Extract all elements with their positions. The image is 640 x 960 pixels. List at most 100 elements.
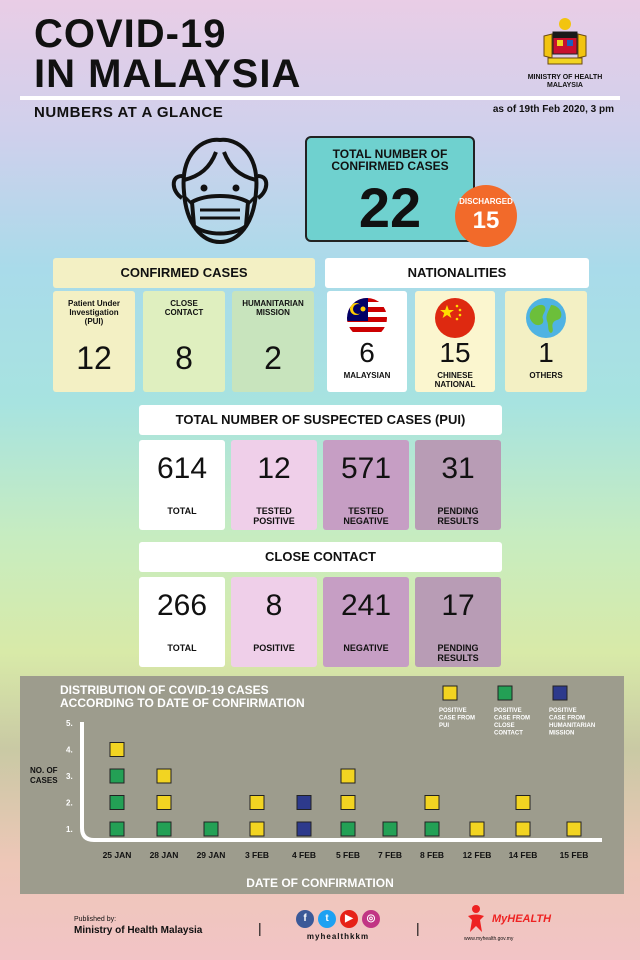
- case-marker-pui: [424, 795, 440, 810]
- case-marker-pui: [109, 742, 125, 757]
- facebook-icon[interactable]: f: [296, 910, 314, 928]
- case-marker-pui: [469, 821, 485, 837]
- contact-negative-label: NEGATIVE: [343, 643, 389, 653]
- legend-label: CASE FROM: [494, 716, 530, 722]
- contact-negative-card: 241 NEGATIVE: [323, 577, 409, 667]
- suspected-pending-label-2: RESULTS: [437, 516, 479, 526]
- ministry-label-1: MINISTRY OF HEALTH: [527, 74, 603, 81]
- footer-separator-2: |: [416, 920, 420, 936]
- contact-positive-card: 8 POSITIVE: [231, 577, 317, 667]
- instagram-icon[interactable]: ◎: [362, 910, 380, 928]
- myhealth-url: www.myhealth.gov.my: [464, 936, 514, 942]
- case-marker-close-contact: [424, 821, 440, 837]
- myhealth-brand: MyHEALTH: [492, 913, 552, 925]
- contact-total-card: 266 TOTAL: [139, 577, 225, 667]
- humanitarian-label: HUMANITARIAN MISSION: [242, 299, 304, 317]
- header-divider: [20, 96, 620, 100]
- case-marker-close-contact: [156, 821, 172, 837]
- others-card: 1 OTHERS: [505, 291, 587, 392]
- humanitarian-value: 2: [264, 340, 282, 376]
- discharged-label: DISCHARGED: [459, 197, 513, 206]
- contact-pending-label-1: PENDING: [437, 643, 479, 653]
- case-marker-close-contact: [109, 795, 125, 810]
- close-contact-label: CLOSE CONTACT: [164, 299, 204, 317]
- case-marker-close-contact: [340, 821, 356, 837]
- ministry-label-2: MALAYSIA: [547, 82, 583, 89]
- case-marker-pui: [249, 795, 265, 810]
- twitter-icon[interactable]: t: [318, 910, 336, 928]
- case-marker-close-contact: [109, 768, 125, 784]
- total-confirmed-label-1: TOTAL NUMBER OF: [332, 147, 448, 161]
- chart-axis-line: [80, 722, 602, 842]
- case-marker-close-contact: [109, 821, 125, 837]
- x-tick-label: 7 FEB: [378, 850, 402, 860]
- case-marker-pui: [156, 795, 172, 810]
- x-tick-label: 25 JAN: [103, 850, 132, 860]
- y-tick-label: 1.: [66, 825, 73, 834]
- legend-label: MISSION: [549, 731, 574, 737]
- contact-total-label: TOTAL: [167, 643, 197, 653]
- x-tick-label: 14 FEB: [509, 850, 538, 860]
- legend-swatch: [497, 685, 513, 701]
- publisher-name: Ministry of Health Malaysia: [74, 925, 203, 936]
- chinese-label-1: CHINESE: [437, 371, 473, 380]
- suspected-negative-value: 571: [340, 452, 392, 485]
- myhealth-logo: MyHEALTH www.myhealth.gov.my: [464, 904, 554, 942]
- others-label: OTHERS: [529, 371, 563, 380]
- legend-swatch: [552, 685, 568, 701]
- case-marker-pui: [156, 768, 172, 784]
- case-marker-pui: [515, 795, 531, 810]
- x-tick-label: 15 FEB: [560, 850, 589, 860]
- y-tick-label: 3.: [66, 772, 73, 781]
- suspected-positive-label-1: TESTED: [256, 506, 292, 516]
- masked-face-icon: [160, 132, 280, 252]
- footer-separator: |: [258, 920, 262, 936]
- contact-positive-label: POSITIVE: [253, 643, 295, 653]
- y-axis-label-2: CASES: [30, 776, 58, 785]
- x-tick-label: 8 FEB: [420, 850, 444, 860]
- x-tick-label: 12 FEB: [463, 850, 492, 860]
- suspected-positive-card: 12 TESTED POSITIVE: [231, 440, 317, 530]
- total-confirmed-box: TOTAL NUMBER OF CONFIRMED CASES 22: [305, 136, 475, 242]
- pui-value: 12: [76, 340, 112, 376]
- title-line-1: COVID-19: [34, 12, 227, 56]
- subtitle: NUMBERS AT A GLANCE: [34, 104, 224, 121]
- x-tick-label: 3 FEB: [245, 850, 269, 860]
- x-tick-label: 28 JAN: [150, 850, 179, 860]
- legend-label: POSITIVE: [549, 708, 577, 714]
- case-marker-pui: [340, 768, 356, 784]
- contact-pending-label-2: RESULTS: [437, 653, 479, 663]
- page-title: COVID-19 IN MALAYSIA: [34, 14, 301, 94]
- suspected-positive-value: 12: [257, 452, 291, 485]
- pui-label: Patient Under Investigation (PUI): [67, 299, 120, 326]
- case-marker-pui: [249, 821, 265, 837]
- suspected-negative-card: 571 TESTED NEGATIVE: [323, 440, 409, 530]
- globe-icon: [525, 297, 567, 339]
- legend-label: CASE FROM: [549, 716, 585, 722]
- contact-negative-value: 241: [340, 589, 392, 622]
- social-handle: myhealthkkm: [306, 932, 370, 941]
- pui-card: Patient Under Investigation (PUI) 12: [53, 291, 135, 392]
- contact-pending-card: 17 PENDING RESULTS: [415, 577, 501, 667]
- case-marker-close-contact: [382, 821, 398, 837]
- discharged-value: 15: [472, 207, 500, 234]
- youtube-icon[interactable]: ▶: [340, 910, 358, 928]
- total-confirmed-value: 22: [358, 176, 422, 239]
- suspected-negative-label-2: NEGATIVE: [343, 516, 389, 526]
- published-by-label: Published by:: [74, 916, 117, 923]
- humanitarian-card: HUMANITARIAN MISSION 2: [232, 291, 314, 392]
- malaysian-value: 6: [359, 337, 375, 368]
- legend-label: CASE FROM: [439, 716, 475, 722]
- coat-of-arms-icon: [538, 16, 592, 70]
- chinese-value: 15: [439, 337, 471, 368]
- contact-total-value: 266: [156, 589, 208, 622]
- case-marker-close-contact: [203, 821, 219, 837]
- nationalities-header: NATIONALITIES: [325, 258, 589, 288]
- chart-x-axis-label: DATE OF CONFIRMATION: [246, 876, 394, 890]
- suspected-pending-label-1: PENDING: [437, 506, 479, 516]
- x-tick-label: 29 JAN: [197, 850, 226, 860]
- close-contact-value: 8: [175, 340, 193, 376]
- contact-pending-value: 17: [441, 589, 475, 622]
- legend-label: CONTACT: [494, 731, 523, 737]
